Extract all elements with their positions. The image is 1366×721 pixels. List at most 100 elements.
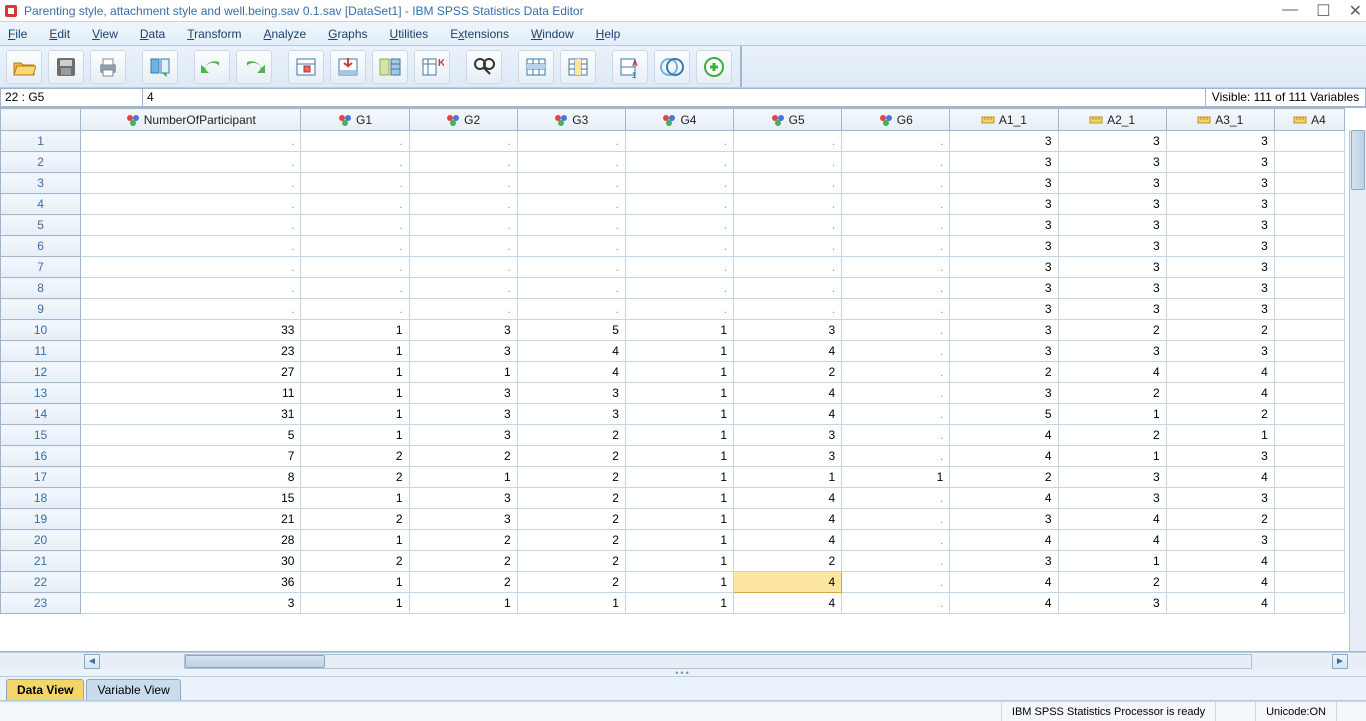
data-cell[interactable]: 2 (1058, 320, 1166, 341)
data-cell[interactable]: 2 (517, 530, 625, 551)
data-cell[interactable]: 3 (1166, 257, 1274, 278)
data-cell[interactable]: 31 (81, 404, 301, 425)
data-cell[interactable]: . (734, 152, 842, 173)
table-row[interactable]: 112313414.333 (1, 341, 1345, 362)
scroll-right-button[interactable]: ► (1332, 654, 1348, 669)
data-cell[interactable]: 1 (301, 572, 409, 593)
table-row[interactable]: 223612214.424 (1, 572, 1345, 593)
data-cell[interactable]: 1 (301, 425, 409, 446)
table-row[interactable]: 122711412.244 (1, 362, 1345, 383)
data-cell[interactable]: . (842, 488, 950, 509)
data-cell[interactable]: 2 (409, 446, 517, 467)
data-cell[interactable]: 2 (517, 572, 625, 593)
row-number[interactable]: 15 (1, 425, 81, 446)
data-cell[interactable]: . (842, 215, 950, 236)
row-number[interactable]: 9 (1, 299, 81, 320)
data-cell[interactable]: 4 (1166, 572, 1274, 593)
data-cell[interactable]: 2 (517, 509, 625, 530)
data-cell[interactable]: 3 (409, 341, 517, 362)
row-number[interactable]: 13 (1, 383, 81, 404)
data-cell[interactable]: 3 (1166, 488, 1274, 509)
table-row[interactable]: 103313513.322 (1, 320, 1345, 341)
data-cell[interactable]: 1 (625, 341, 733, 362)
data-cell[interactable]: 3 (409, 488, 517, 509)
select-cases-button[interactable] (696, 50, 732, 84)
data-cell[interactable]: 1 (625, 509, 733, 530)
data-cell[interactable]: 2 (517, 425, 625, 446)
row-number[interactable]: 19 (1, 509, 81, 530)
data-cell[interactable]: 3 (950, 173, 1058, 194)
table-row[interactable]: 131113314.324 (1, 383, 1345, 404)
menu-graphs[interactable]: Graphs (328, 27, 367, 41)
horizontal-scroll-thumb[interactable] (185, 655, 325, 668)
data-cell[interactable]: . (842, 236, 950, 257)
table-row[interactable]: 1.......333 (1, 131, 1345, 152)
data-cell[interactable]: 8 (81, 467, 301, 488)
data-cell[interactable]: . (409, 131, 517, 152)
data-cell[interactable]: 3 (409, 509, 517, 530)
data-cell[interactable] (1274, 173, 1344, 194)
data-cell[interactable]: . (81, 152, 301, 173)
data-cell[interactable]: 1 (301, 404, 409, 425)
data-cell[interactable]: . (842, 530, 950, 551)
table-row[interactable]: 4.......333 (1, 194, 1345, 215)
data-cell[interactable]: 4 (950, 530, 1058, 551)
data-cell[interactable]: . (517, 236, 625, 257)
data-cell[interactable]: 3 (81, 593, 301, 614)
data-cell[interactable]: 3 (950, 278, 1058, 299)
data-cell[interactable]: . (625, 278, 733, 299)
close-button[interactable]: ✕ (1349, 1, 1362, 21)
data-cell[interactable]: 3 (1058, 194, 1166, 215)
table-row[interactable]: 202812214.443 (1, 530, 1345, 551)
menu-data[interactable]: Data (140, 27, 165, 41)
data-grid[interactable]: NumberOfParticipantG1G2G3G4G5G6A1_1A2_1A… (0, 108, 1345, 614)
data-cell[interactable]: 1 (409, 362, 517, 383)
table-row[interactable]: 181513214.433 (1, 488, 1345, 509)
data-cell[interactable]: 1 (625, 593, 733, 614)
data-cell[interactable]: 28 (81, 530, 301, 551)
data-cell[interactable]: . (734, 215, 842, 236)
data-cell[interactable]: 3 (950, 236, 1058, 257)
data-cell[interactable]: . (81, 215, 301, 236)
data-cell[interactable]: 27 (81, 362, 301, 383)
weight-cases-button[interactable] (654, 50, 690, 84)
data-cell[interactable] (1274, 488, 1344, 509)
table-row[interactable]: 9.......333 (1, 299, 1345, 320)
data-cell[interactable]: 4 (734, 593, 842, 614)
data-cell[interactable]: 2 (517, 488, 625, 509)
data-cell[interactable]: . (81, 194, 301, 215)
data-cell[interactable]: 15 (81, 488, 301, 509)
data-cell[interactable]: . (625, 131, 733, 152)
data-cell[interactable]: 3 (1058, 341, 1166, 362)
data-cell[interactable]: 1 (842, 467, 950, 488)
data-cell[interactable]: . (842, 173, 950, 194)
data-cell[interactable]: 1 (625, 551, 733, 572)
menu-edit[interactable]: Edit (49, 27, 70, 41)
data-cell[interactable]: 2 (950, 362, 1058, 383)
data-cell[interactable]: 3 (1058, 278, 1166, 299)
data-cell[interactable]: 1 (625, 488, 733, 509)
data-cell[interactable]: 3 (1166, 173, 1274, 194)
data-cell[interactable]: 3 (1058, 467, 1166, 488)
data-cell[interactable]: 3 (1058, 131, 1166, 152)
data-cell[interactable]: 3 (1058, 593, 1166, 614)
data-cell[interactable]: . (734, 257, 842, 278)
data-cell[interactable] (1274, 362, 1344, 383)
data-cell[interactable]: 1 (409, 467, 517, 488)
data-cell[interactable]: 4 (734, 530, 842, 551)
table-row[interactable]: 143113314.512 (1, 404, 1345, 425)
data-cell[interactable]: 1 (1058, 551, 1166, 572)
column-header-A2_1[interactable]: A2_1 (1058, 109, 1166, 131)
data-cell[interactable]: 2 (301, 467, 409, 488)
data-cell[interactable]: 3 (1166, 278, 1274, 299)
undo-button[interactable] (194, 50, 230, 84)
data-cell[interactable]: 2 (517, 551, 625, 572)
data-cell[interactable] (1274, 446, 1344, 467)
table-row[interactable]: 192123214.342 (1, 509, 1345, 530)
data-cell[interactable]: . (517, 173, 625, 194)
column-header-NumberOfParticipant[interactable]: NumberOfParticipant (81, 109, 301, 131)
data-cell[interactable]: . (409, 194, 517, 215)
data-cell[interactable]: 1 (517, 593, 625, 614)
data-cell[interactable]: . (517, 299, 625, 320)
data-cell[interactable]: 30 (81, 551, 301, 572)
